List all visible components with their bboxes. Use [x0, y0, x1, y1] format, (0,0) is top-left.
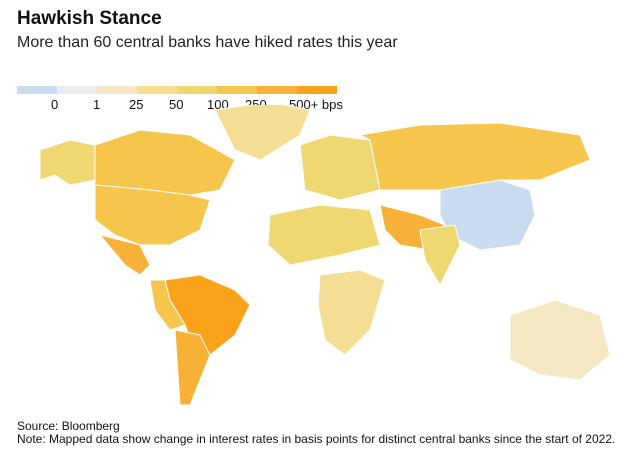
legend-label: 0 — [51, 97, 59, 112]
legend-swatch — [297, 86, 337, 94]
region-greenland — [214, 105, 311, 161]
source-text: Source: Bloomberg — [17, 419, 120, 433]
region-usa — [94, 184, 211, 246]
source-note: Source: Bloomberg Note: Mapped data show… — [17, 420, 627, 446]
region-mexico — [98, 234, 151, 276]
chart-subtitle: More than 60 central banks have hiked ra… — [17, 34, 398, 51]
region-africa-south — [317, 269, 386, 356]
legend-swatch — [97, 86, 137, 94]
region-south-america-west — [149, 279, 186, 331]
legend-label: 25 — [129, 97, 144, 112]
region-canada — [94, 129, 236, 196]
legend-swatch — [17, 86, 57, 94]
region-alaska — [39, 139, 96, 186]
region-russia — [358, 122, 591, 191]
region-africa-north — [267, 204, 381, 266]
legend-swatch — [257, 86, 297, 94]
chart-title: Hawkish Stance — [17, 8, 162, 29]
region-china — [439, 179, 536, 251]
legend-swatch — [217, 86, 257, 94]
region-india — [419, 224, 461, 287]
region-argentina — [174, 329, 211, 406]
world-map — [39, 105, 611, 406]
legend-swatch — [57, 86, 97, 94]
region-europe — [299, 134, 381, 201]
legend-label: 1 — [93, 97, 101, 112]
legend-label: 100 — [207, 97, 229, 112]
legend-swatch — [137, 86, 177, 94]
legend-label: 50 — [169, 97, 184, 112]
legend-scale — [17, 86, 337, 94]
note-text: Note: Mapped data show change in interes… — [17, 432, 616, 446]
region-australia — [509, 299, 611, 381]
legend-swatch — [177, 86, 217, 94]
